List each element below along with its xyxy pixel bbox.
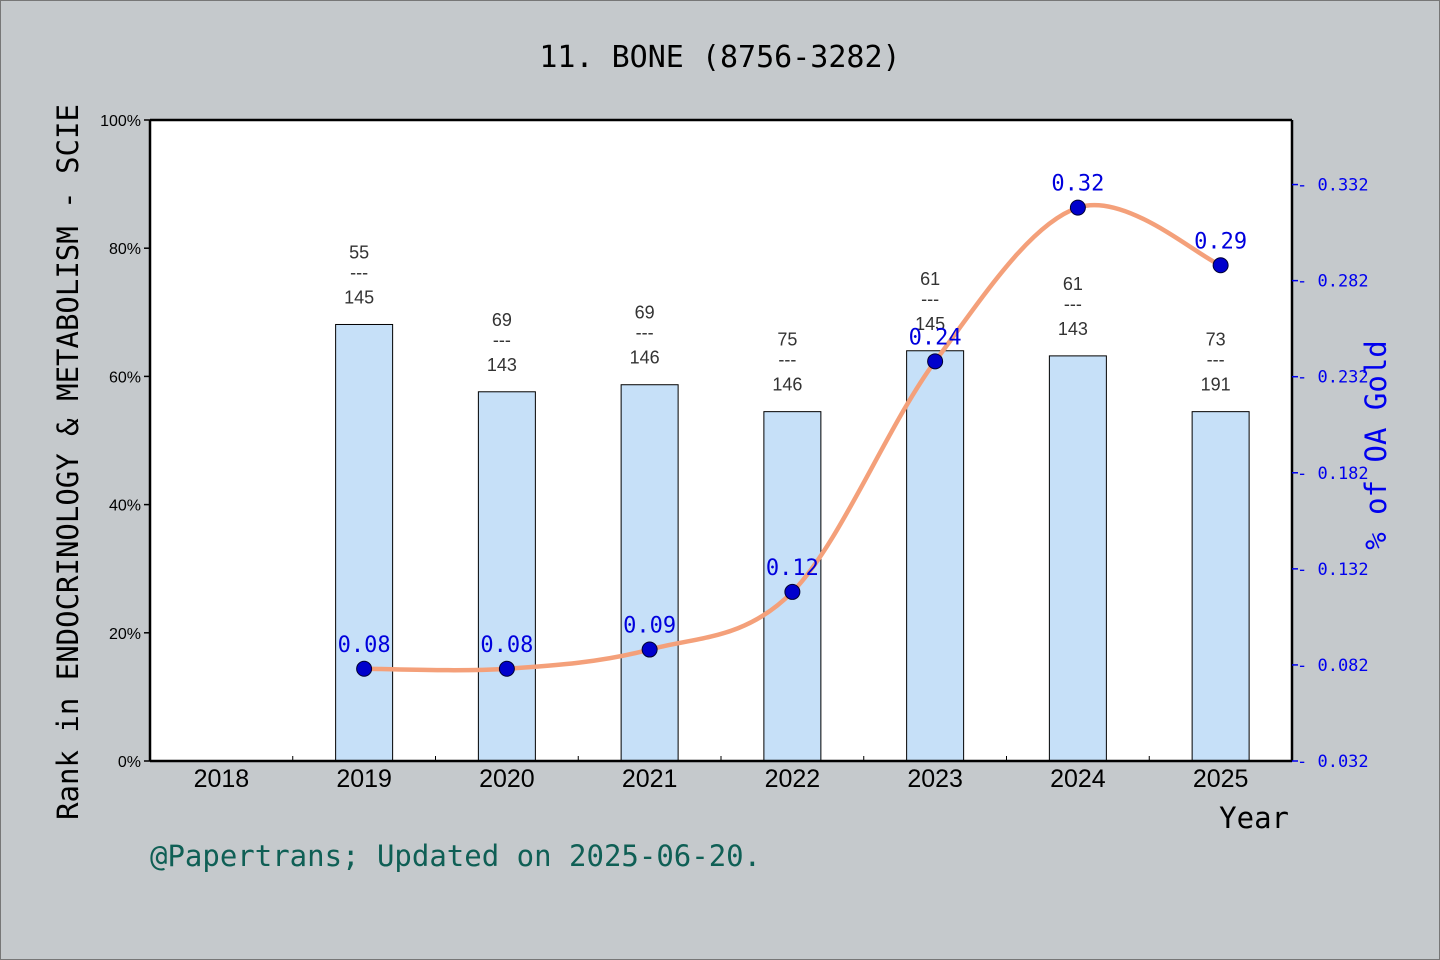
oa-point-2022 [784, 583, 801, 600]
rank-separator-2024: --- [1064, 294, 1082, 314]
y-tick-left-label: 100% [100, 113, 141, 130]
axes: 0% 20% 40% 60% 80% 100% - 0.032 - 0.082 - 0.132 -… [100, 113, 1369, 793]
bar-2025 [1191, 411, 1250, 762]
y-tick-right-label: - 0.182 [1297, 464, 1369, 484]
y-tick-right-label: - 0.082 [1297, 656, 1369, 676]
rank-label-2023: 61 [920, 269, 940, 289]
rank-separator-2019: --- [350, 262, 368, 282]
bar-2020 [477, 391, 536, 762]
rank-total-2022: 146 [772, 375, 802, 395]
rank-label-2019: 55 [349, 242, 369, 262]
y-tick-right-label: - 0.032 [1297, 752, 1369, 772]
line-series: 0.08 0.08 0.09 0.12 0.24 0.32 0.29 [338, 172, 1247, 677]
oa-label-2025: 0.29 [1194, 229, 1247, 254]
x-tick-label-2021: 2021 [622, 765, 678, 793]
oa-point-2020 [498, 660, 515, 677]
y-tick-left-label: 40% [109, 498, 141, 515]
rank-separator-2020: --- [493, 330, 511, 350]
oa-label-2019: 0.08 [338, 633, 391, 658]
rank-label-2020: 69 [492, 310, 512, 330]
rank-separator-2021: --- [636, 323, 654, 343]
footer-note: @Papertrans; Updated on 2025-06-20. [150, 839, 761, 873]
y-tick-left-label: 60% [109, 369, 141, 386]
oa-label-2022: 0.12 [766, 556, 819, 581]
oa-point-2021 [641, 641, 658, 658]
rank-label-2025: 73 [1206, 330, 1226, 350]
oa-label-2023: 0.24 [909, 325, 962, 350]
bar-2024 [1048, 355, 1107, 762]
oa-label-2020: 0.08 [480, 633, 533, 658]
rank-separator-2025: --- [1207, 350, 1225, 370]
rank-label-2021: 69 [635, 303, 655, 323]
y-tick-left-label: 80% [109, 241, 141, 258]
oa-label-2024: 0.32 [1051, 172, 1104, 197]
bar-2021 [620, 384, 679, 762]
rank-separator-2022: --- [778, 350, 796, 370]
chart-title: 11. BONE (8756-3282) [539, 40, 900, 75]
x-tick-label-2022: 2022 [765, 765, 821, 793]
plot-area [150, 120, 1292, 761]
oa-point-2019 [356, 660, 373, 677]
y-tick-right-label: - 0.332 [1297, 176, 1369, 196]
x-tick-label-2023: 2023 [907, 765, 963, 793]
y-tick-right-label: - 0.282 [1297, 272, 1369, 292]
rank-total-2021: 146 [630, 348, 660, 368]
y-tick-left-label: 0% [118, 754, 141, 771]
rank-total-2020: 143 [487, 355, 517, 375]
x-tick-label-2024: 2024 [1050, 765, 1106, 793]
oa-label-2021: 0.09 [623, 614, 676, 639]
x-tick-label-2025: 2025 [1193, 765, 1249, 793]
bar-2019 [335, 323, 394, 762]
y-tick-right-label: - 0.132 [1297, 560, 1369, 580]
rank-total-2024: 143 [1058, 319, 1088, 339]
rank-label-2024: 61 [1063, 274, 1083, 294]
x-tick-label-2020: 2020 [479, 765, 535, 793]
x-axis-label: Year [1219, 801, 1289, 835]
y-tick-right-label: - 0.232 [1297, 368, 1369, 388]
x-tick-label-2018: 2018 [194, 765, 250, 793]
oa-point-2023 [927, 353, 944, 370]
x-tick-label-2019: 2019 [336, 765, 392, 793]
rank-separator-2023: --- [921, 289, 939, 309]
rank-total-2023: 145 [915, 314, 945, 334]
bar-2023 [906, 350, 965, 762]
oa-point-2024 [1069, 199, 1086, 216]
rank-total-2025: 191 [1201, 375, 1231, 395]
y-tick-left-label: 20% [109, 626, 141, 643]
y-axis-left-label: Rank in ENDOCRINOLOGY & METABOLISM - SCI… [51, 104, 85, 820]
rank-total-2019: 145 [344, 287, 374, 307]
oa-point-2025 [1212, 257, 1229, 274]
rank-label-2022: 75 [777, 330, 797, 350]
y-axis-right-label: % of OA Gold [1359, 340, 1393, 550]
